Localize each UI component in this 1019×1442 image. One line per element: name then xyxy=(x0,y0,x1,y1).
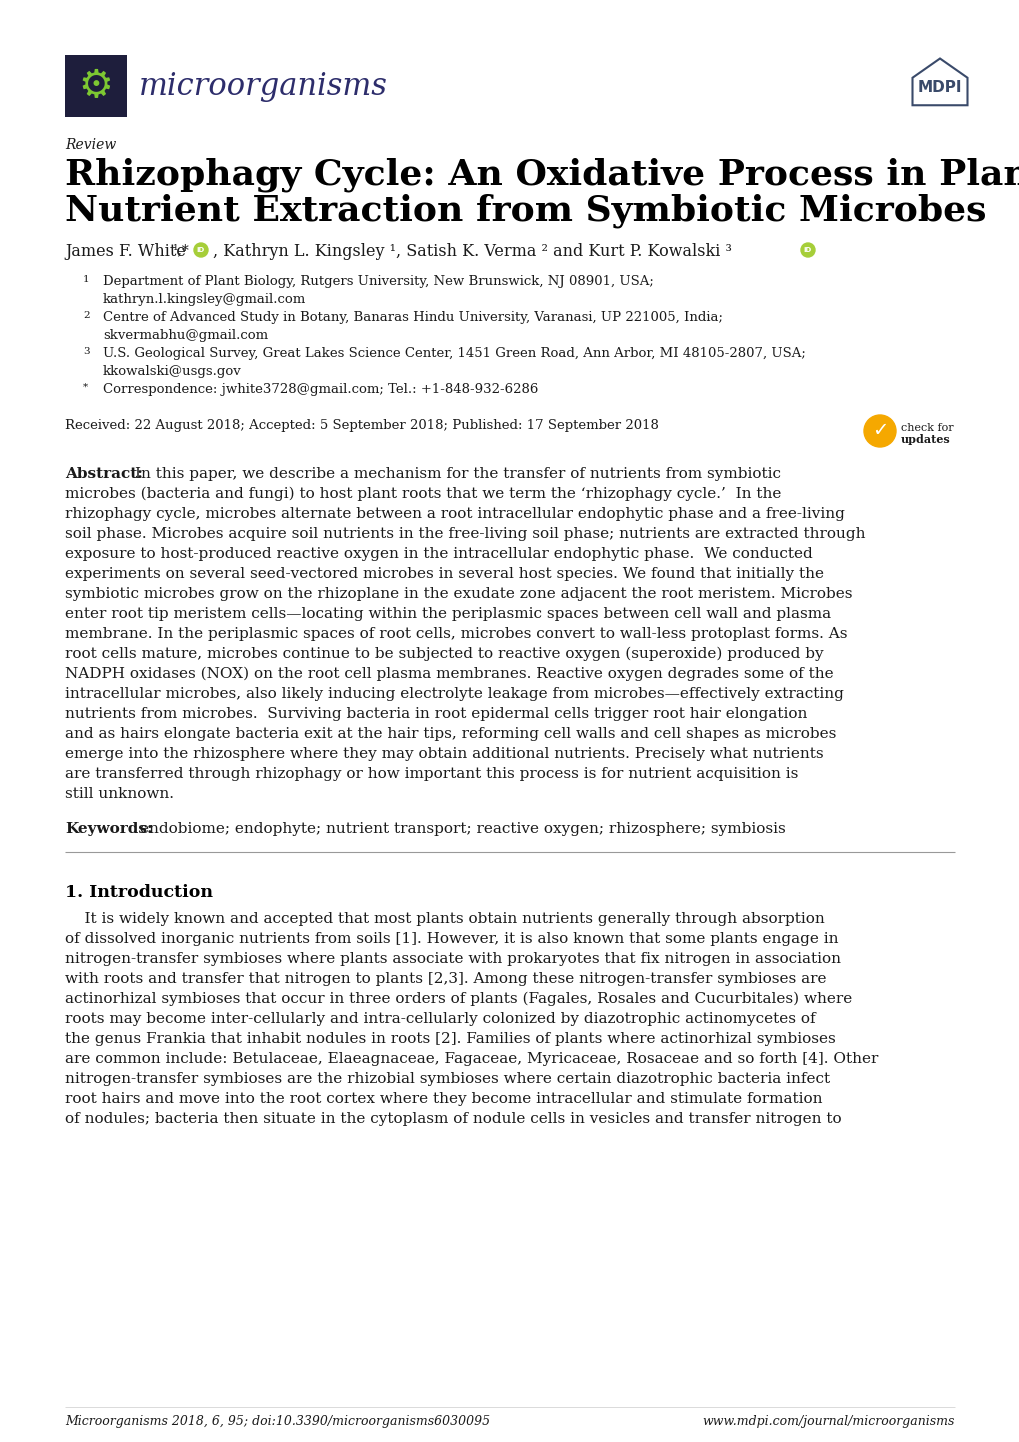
Text: exposure to host-produced reactive oxygen in the intracellular endophytic phase.: exposure to host-produced reactive oxyge… xyxy=(65,547,812,561)
Text: check for: check for xyxy=(900,423,953,433)
Text: kathryn.l.kingsley@gmail.com: kathryn.l.kingsley@gmail.com xyxy=(103,293,306,306)
Text: Rhizophagy Cycle: An Oxidative Process in Plants for: Rhizophagy Cycle: An Oxidative Process i… xyxy=(65,157,1019,192)
Text: symbiotic microbes grow on the rhizoplane in the exudate zone adjacent the root : symbiotic microbes grow on the rhizoplan… xyxy=(65,587,852,601)
Text: Microorganisms 2018, 6, 95; doi:10.3390/microorganisms6030095: Microorganisms 2018, 6, 95; doi:10.3390/… xyxy=(65,1415,490,1428)
FancyBboxPatch shape xyxy=(65,55,127,117)
Text: Department of Plant Biology, Rutgers University, New Brunswick, NJ 08901, USA;: Department of Plant Biology, Rutgers Uni… xyxy=(103,275,653,288)
Text: MDPI: MDPI xyxy=(917,81,961,95)
Text: Received: 22 August 2018; Accepted: 5 September 2018; Published: 17 September 20: Received: 22 August 2018; Accepted: 5 Se… xyxy=(65,420,658,433)
Text: intracellular microbes, also likely inducing electrolyte leakage from microbes—e: intracellular microbes, also likely indu… xyxy=(65,686,843,701)
Text: root hairs and move into the root cortex where they become intracellular and sti: root hairs and move into the root cortex… xyxy=(65,1092,821,1106)
Text: ¹,*: ¹,* xyxy=(173,244,190,257)
Text: roots may become inter-cellularly and intra-cellularly colonized by diazotrophic: roots may become inter-cellularly and in… xyxy=(65,1012,815,1027)
Text: skvermabhu@gmail.com: skvermabhu@gmail.com xyxy=(103,329,268,342)
Text: rhizophagy cycle, microbes alternate between a root intracellular endophytic pha: rhizophagy cycle, microbes alternate bet… xyxy=(65,508,844,521)
Text: NADPH oxidases (NOX) on the root cell plasma membranes. Reactive oxygen degrades: NADPH oxidases (NOX) on the root cell pl… xyxy=(65,668,833,682)
Text: the genus Frankia that inhabit nodules in roots [2]. Families of plants where ac: the genus Frankia that inhabit nodules i… xyxy=(65,1032,835,1045)
Text: soil phase. Microbes acquire soil nutrients in the free-living soil phase; nutri: soil phase. Microbes acquire soil nutrie… xyxy=(65,526,865,541)
Text: iD: iD xyxy=(197,247,205,252)
Polygon shape xyxy=(912,59,967,105)
Text: of nodules; bacteria then situate in the cytoplasm of nodule cells in vesicles a: of nodules; bacteria then situate in the… xyxy=(65,1112,841,1126)
Text: ✓: ✓ xyxy=(871,421,888,440)
Text: U.S. Geological Survey, Great Lakes Science Center, 1451 Green Road, Ann Arbor, : U.S. Geological Survey, Great Lakes Scie… xyxy=(103,348,805,360)
Text: 1: 1 xyxy=(83,275,90,284)
Text: nitrogen-transfer symbioses where plants associate with prokaryotes that fix nit: nitrogen-transfer symbioses where plants… xyxy=(65,952,841,966)
Text: emerge into the rhizosphere where they may obtain additional nutrients. Precisel: emerge into the rhizosphere where they m… xyxy=(65,747,822,761)
Text: www.mdpi.com/journal/microorganisms: www.mdpi.com/journal/microorganisms xyxy=(702,1415,954,1428)
Text: nutrients from microbes.  Surviving bacteria in root epidermal cells trigger roo: nutrients from microbes. Surviving bacte… xyxy=(65,707,807,721)
Text: actinorhizal symbioses that occur in three orders of plants (Fagales, Rosales an: actinorhizal symbioses that occur in thr… xyxy=(65,992,852,1007)
Text: are common include: Betulaceae, Elaeagnaceae, Fagaceae, Myricaceae, Rosaceae and: are common include: Betulaceae, Elaeagna… xyxy=(65,1053,877,1066)
Text: 2: 2 xyxy=(83,311,90,320)
Text: Abstract:: Abstract: xyxy=(65,467,143,482)
Text: kkowalski@usgs.gov: kkowalski@usgs.gov xyxy=(103,365,242,378)
Text: ⚙: ⚙ xyxy=(78,66,113,105)
Text: root cells mature, microbes continue to be subjected to reactive oxygen (superox: root cells mature, microbes continue to … xyxy=(65,647,822,662)
Text: updates: updates xyxy=(900,434,950,446)
Text: Review: Review xyxy=(65,138,116,151)
Text: In this paper, we describe a mechanism for the transfer of nutrients from symbio: In this paper, we describe a mechanism f… xyxy=(135,467,781,482)
Text: , Kathryn L. Kingsley ¹, Satish K. Verma ² and Kurt P. Kowalski ³: , Kathryn L. Kingsley ¹, Satish K. Verma… xyxy=(213,244,732,260)
Text: *: * xyxy=(83,384,88,392)
Text: still unknown.: still unknown. xyxy=(65,787,174,800)
Text: enter root tip meristem cells—locating within the periplasmic spaces between cel: enter root tip meristem cells—locating w… xyxy=(65,607,830,622)
Text: endobiome; endophyte; nutrient transport; reactive oxygen; rhizosphere; symbiosi: endobiome; endophyte; nutrient transport… xyxy=(140,822,785,836)
Text: 1. Introduction: 1. Introduction xyxy=(65,884,213,901)
Text: and as hairs elongate bacteria exit at the hair tips, reforming cell walls and c: and as hairs elongate bacteria exit at t… xyxy=(65,727,836,741)
Text: iD: iD xyxy=(803,247,811,252)
Text: of dissolved inorganic nutrients from soils [1]. However, it is also known that : of dissolved inorganic nutrients from so… xyxy=(65,932,838,946)
Text: with roots and transfer that nitrogen to plants [2,3]. Among these nitrogen-tran: with roots and transfer that nitrogen to… xyxy=(65,972,825,986)
Text: James F. White: James F. White xyxy=(65,244,191,260)
Text: It is widely known and accepted that most plants obtain nutrients generally thro: It is widely known and accepted that mos… xyxy=(65,911,824,926)
Text: Keywords:: Keywords: xyxy=(65,822,153,836)
Text: Centre of Advanced Study in Botany, Banaras Hindu University, Varanasi, UP 22100: Centre of Advanced Study in Botany, Bana… xyxy=(103,311,722,324)
Text: 3: 3 xyxy=(83,348,90,356)
Text: membrane. In the periplasmic spaces of root cells, microbes convert to wall-less: membrane. In the periplasmic spaces of r… xyxy=(65,627,847,642)
Text: microbes (bacteria and fungi) to host plant roots that we term the ‘rhizophagy c: microbes (bacteria and fungi) to host pl… xyxy=(65,487,781,502)
Text: Nutrient Extraction from Symbiotic Microbes: Nutrient Extraction from Symbiotic Micro… xyxy=(65,193,985,228)
Text: are transferred through rhizophagy or how important this process is for nutrient: are transferred through rhizophagy or ho… xyxy=(65,767,798,782)
Circle shape xyxy=(800,244,814,257)
Text: nitrogen-transfer symbioses are the rhizobial symbioses where certain diazotroph: nitrogen-transfer symbioses are the rhiz… xyxy=(65,1071,829,1086)
Text: Correspondence: jwhite3728@gmail.com; Tel.: +1-848-932-6286: Correspondence: jwhite3728@gmail.com; Te… xyxy=(103,384,538,397)
Text: experiments on several seed-vectored microbes in several host species. We found : experiments on several seed-vectored mic… xyxy=(65,567,823,581)
Circle shape xyxy=(863,415,895,447)
Text: microorganisms: microorganisms xyxy=(139,71,387,101)
Circle shape xyxy=(194,244,208,257)
